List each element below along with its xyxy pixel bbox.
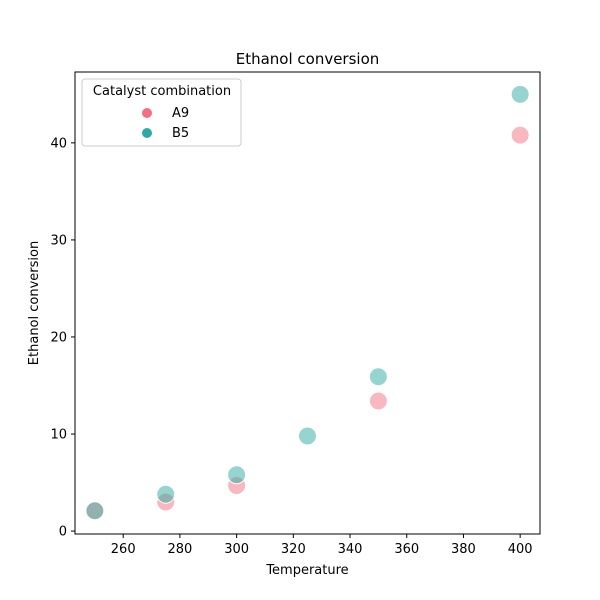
x-tick-label-260: 260 (111, 542, 136, 557)
x-tick-label-360: 360 (394, 542, 419, 557)
x-tick-label-380: 380 (451, 542, 476, 557)
legend-label-a9: A9 (172, 106, 189, 121)
y-tick-label-0: 0 (59, 525, 67, 540)
y-tick-label-20: 20 (50, 330, 67, 345)
y-tick-label-30: 30 (50, 233, 67, 248)
x-axis-ticks: 260 280 300 320 340 360 380 400 (111, 534, 533, 557)
y-tick-label-40: 40 (50, 136, 67, 151)
point-b5-325 (298, 426, 317, 446)
y-tick-label-10: 10 (50, 428, 67, 443)
legend-label-b5: B5 (172, 126, 189, 141)
legend-marker-b5 (142, 128, 152, 138)
legend-box (81, 78, 242, 147)
x-tick-label-280: 280 (167, 542, 192, 557)
y-axis-ticks: 0 10 20 30 40 (50, 136, 75, 540)
x-tick-label-300: 300 (224, 542, 249, 557)
x-tick-label-320: 320 (281, 542, 306, 557)
points-layer (85, 84, 530, 521)
legend: Catalyst combination A9 B5 (81, 78, 242, 147)
point-a9-400 (510, 125, 530, 145)
x-tick-label-400: 400 (508, 542, 533, 557)
x-axis-label: Temperature (265, 563, 348, 578)
legend-marker-a9 (142, 108, 152, 118)
point-b5-275 (156, 484, 176, 504)
plot-frame (74, 71, 541, 535)
point-a9-350 (368, 391, 388, 411)
point-b5-300 (227, 465, 247, 485)
legend-title: Catalyst combination (93, 84, 231, 99)
point-b5-400 (510, 84, 530, 104)
point-b5-350 (368, 367, 388, 387)
y-axis-label: Ethanol conversion (27, 241, 42, 365)
chart-title: Ethanol conversion (236, 50, 380, 68)
point-b5-250 (85, 501, 105, 521)
x-tick-label-340: 340 (338, 542, 363, 557)
